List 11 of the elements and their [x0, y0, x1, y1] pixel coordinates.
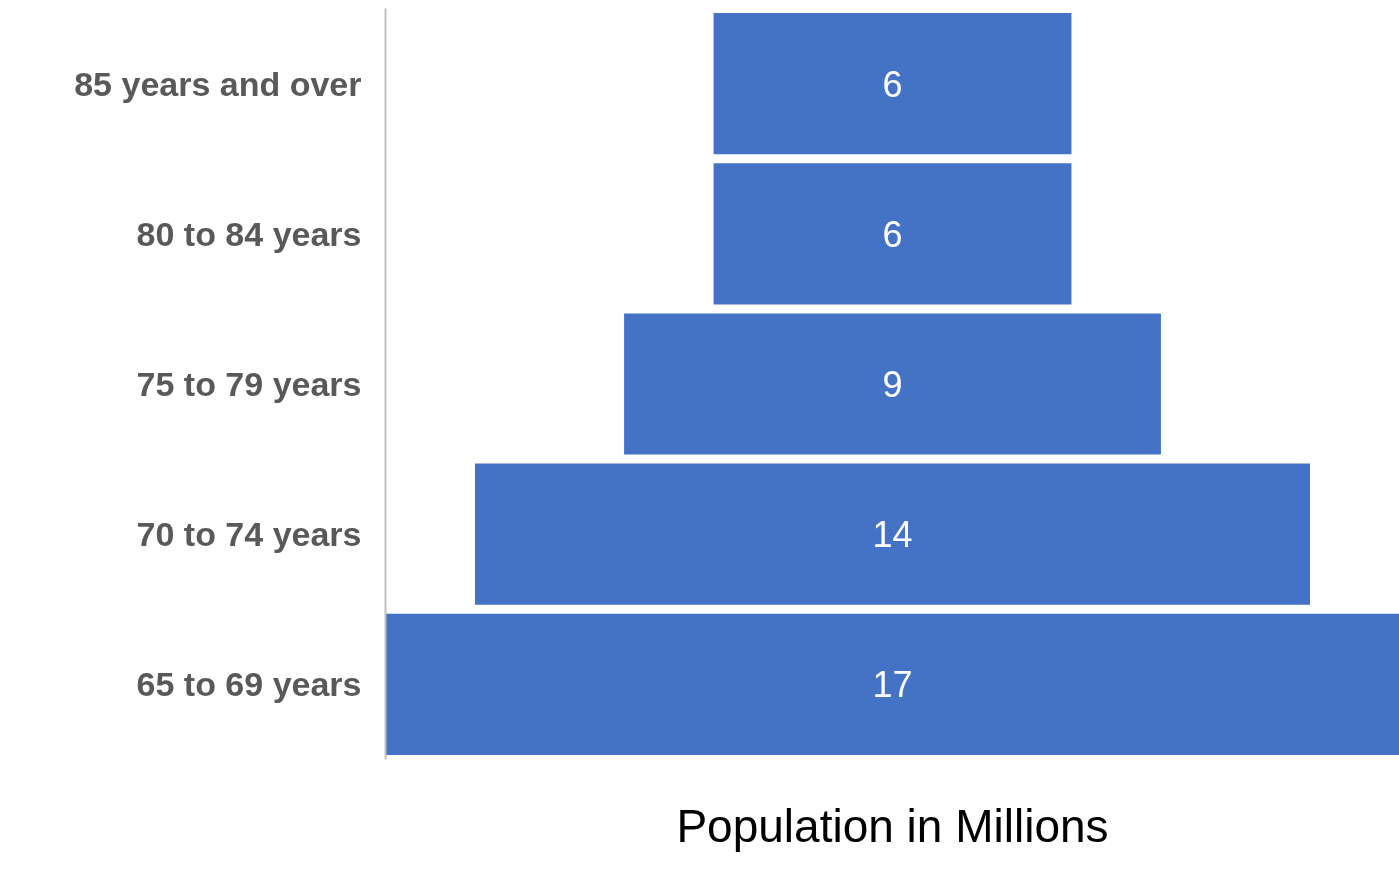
category-label: 70 to 74 years: [136, 515, 362, 554]
category-label: 75 to 79 years: [136, 365, 362, 403]
category-label: 65 to 69 years: [136, 665, 362, 704]
data-label: 14: [872, 514, 913, 556]
data-label: 9: [882, 364, 903, 405]
data-label: 6: [882, 63, 903, 105]
category-label: 80 to 84 years: [136, 214, 362, 253]
category-label: 85 years and over: [74, 64, 362, 103]
data-label: 17: [872, 664, 913, 706]
data-label: 6: [882, 213, 903, 255]
text: Population in Millions: [676, 799, 1109, 852]
